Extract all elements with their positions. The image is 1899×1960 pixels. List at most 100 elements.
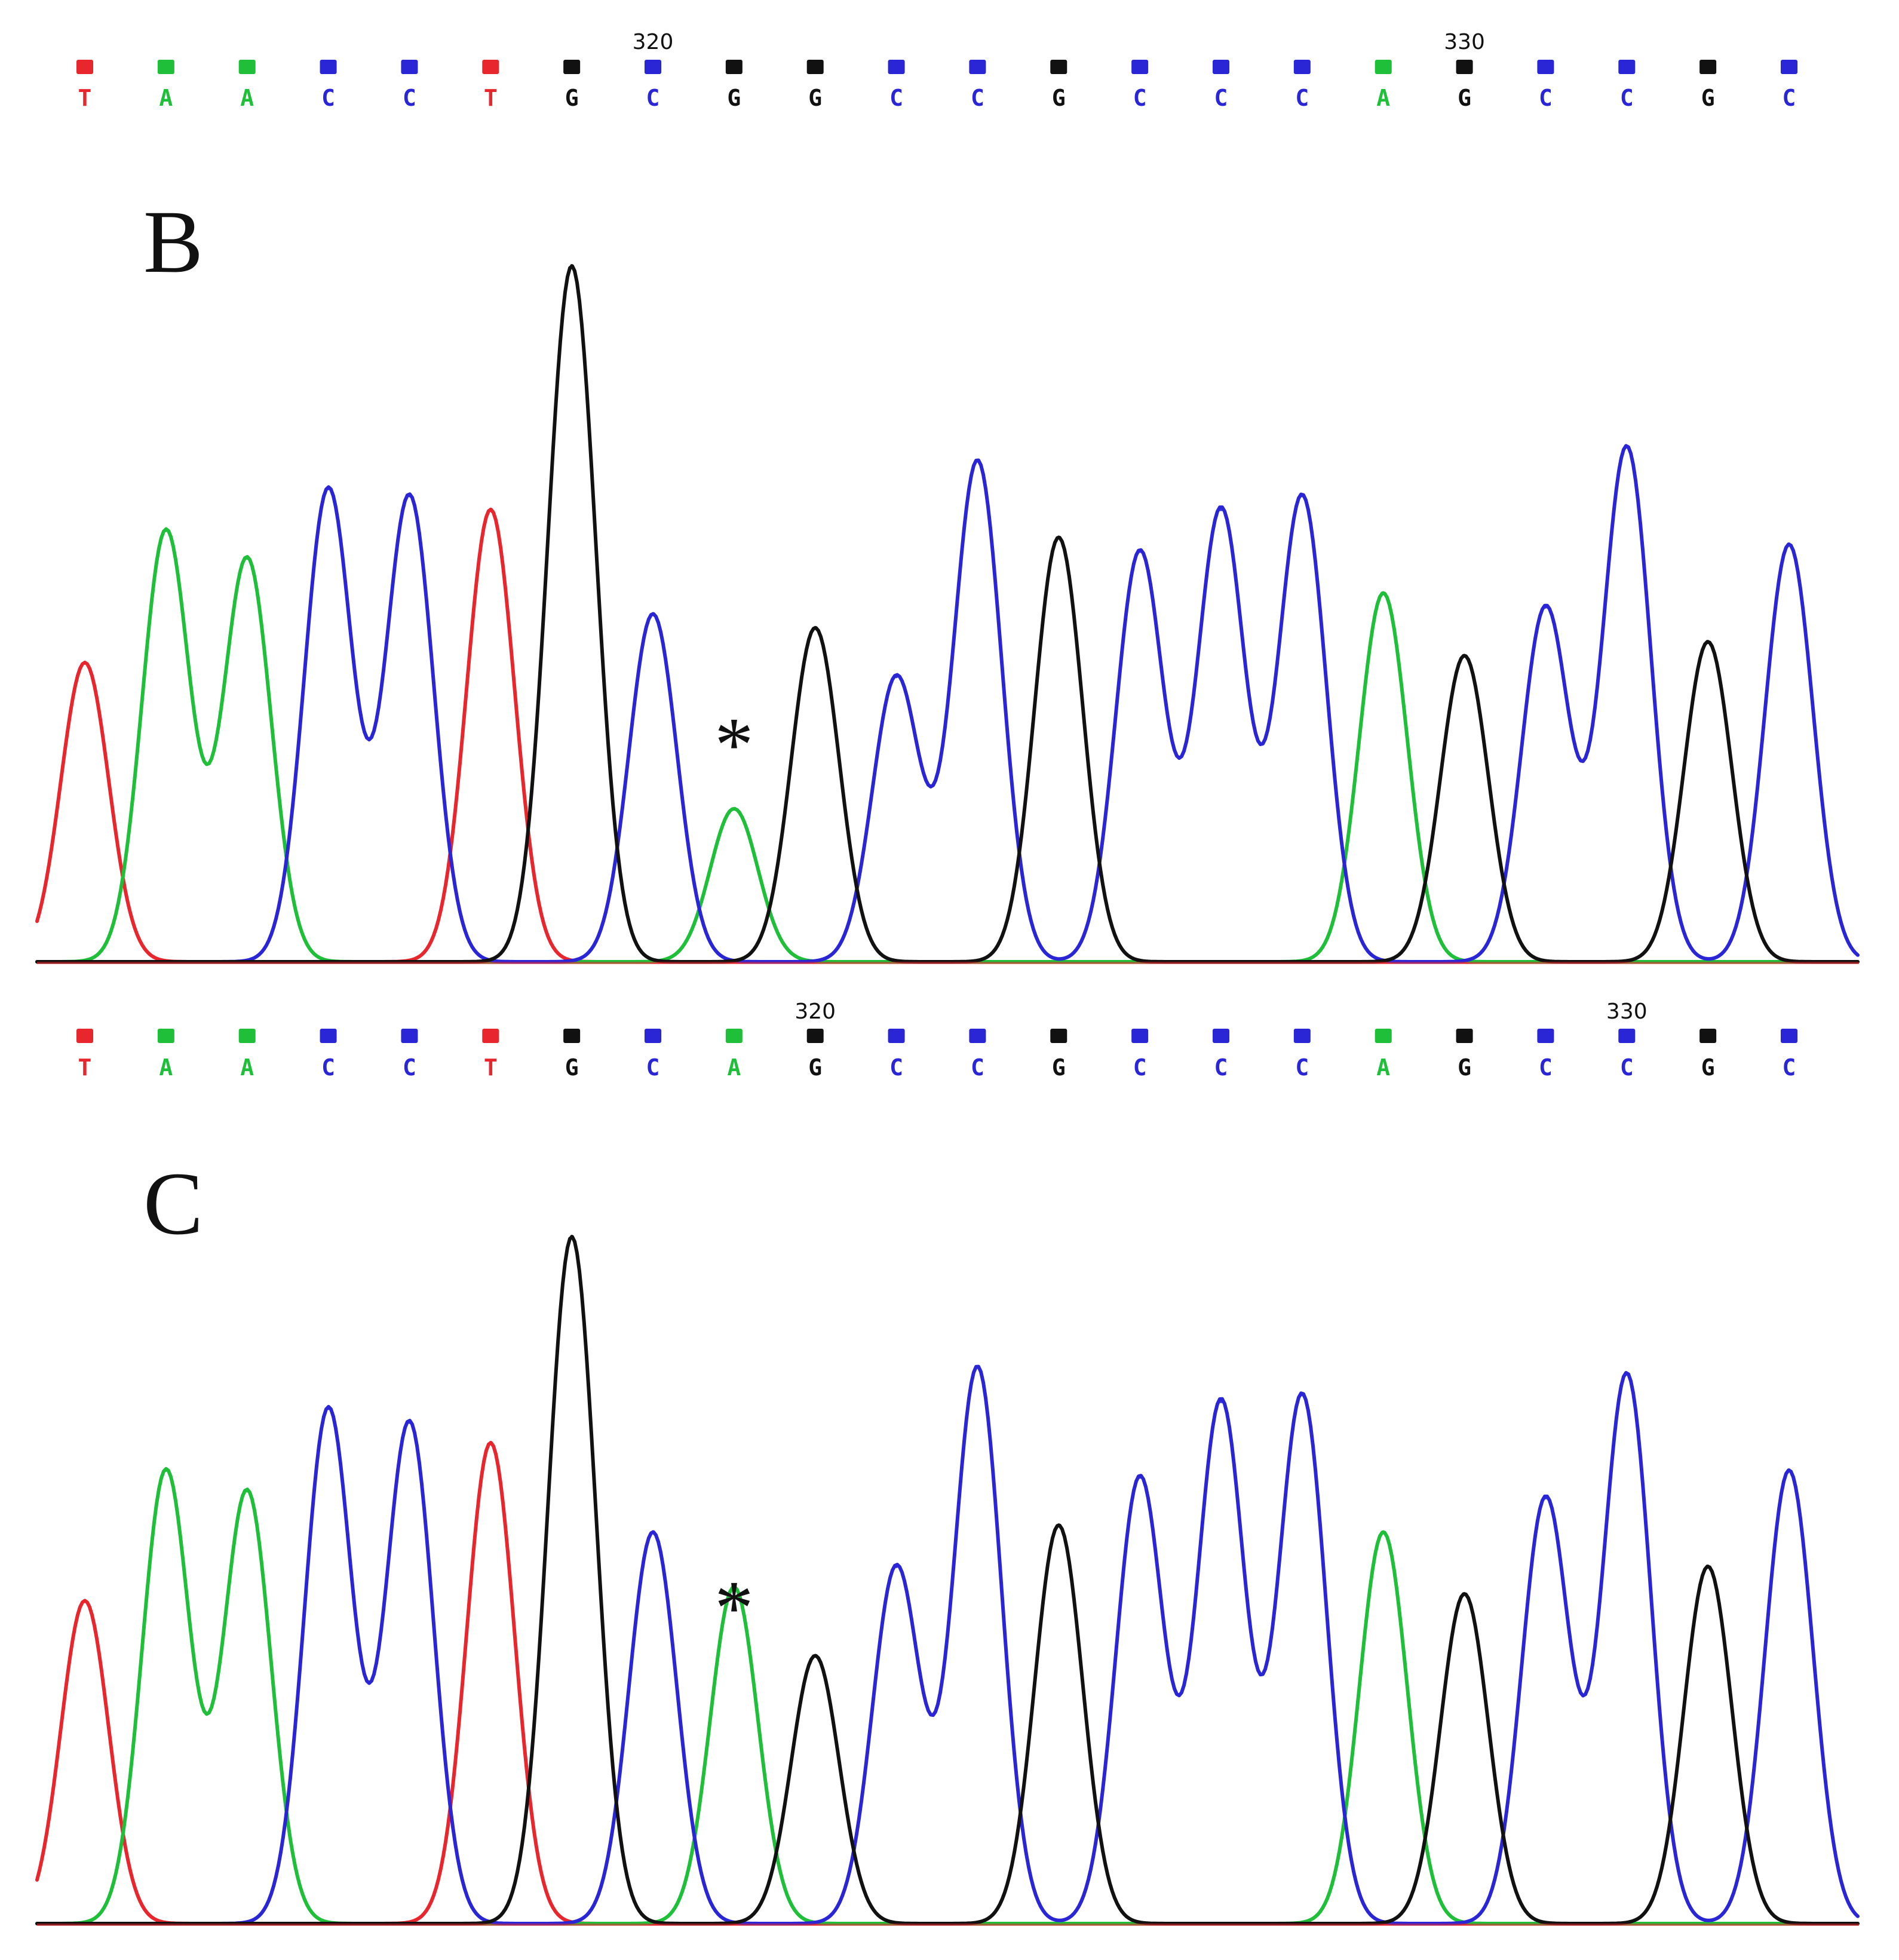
peak-mark xyxy=(326,1406,330,1410)
trace-group-b xyxy=(35,264,1860,964)
position-number-label: 320 xyxy=(633,30,674,54)
base-call-letter: C xyxy=(1620,1054,1634,1081)
peak-mark xyxy=(1381,1530,1385,1534)
base-call-square xyxy=(888,60,905,74)
peak-mark xyxy=(1300,1392,1304,1397)
base-call-letter: C xyxy=(1539,1054,1553,1081)
peak-mark xyxy=(651,612,655,616)
base-call-letter: C xyxy=(971,1054,984,1081)
base-call-letter: T xyxy=(78,85,92,111)
base-call-letter: C xyxy=(321,1054,335,1081)
peak-mark xyxy=(1219,1400,1223,1403)
base-call-letter: C xyxy=(1783,1054,1796,1081)
peak-mark xyxy=(1625,1372,1629,1376)
base-call-letter: C xyxy=(646,1054,660,1081)
peak-mark xyxy=(975,459,980,463)
peak-mark xyxy=(570,1235,574,1238)
base-call-square xyxy=(969,1029,986,1043)
base-call-letter: A xyxy=(1376,85,1390,111)
peak-mark xyxy=(1057,535,1061,539)
base-call-square xyxy=(1781,60,1797,74)
base-call-square xyxy=(401,60,418,74)
peak-mark xyxy=(1138,549,1142,553)
base-call-square xyxy=(1781,1029,1797,1043)
peak-mark xyxy=(813,1654,817,1658)
peak-mark xyxy=(1462,1592,1467,1596)
base-call-letter: A xyxy=(240,85,254,111)
peak-mark xyxy=(1787,1468,1791,1472)
base-call-square xyxy=(969,60,986,74)
base-call-square xyxy=(482,60,499,74)
base-call-square xyxy=(157,1029,174,1043)
base-call-square xyxy=(401,1029,418,1043)
base-call-letter: C xyxy=(889,85,903,111)
base-call-letter: C xyxy=(403,85,416,111)
base-call-square xyxy=(1456,1029,1473,1043)
trace-C xyxy=(35,444,1860,964)
base-call-square xyxy=(320,1029,337,1043)
panel-b-asterisk: * xyxy=(714,702,753,788)
base-call-square xyxy=(645,60,661,74)
base-call-letter: C xyxy=(1295,1054,1309,1081)
peak-mark xyxy=(245,556,249,560)
base-call-letter: A xyxy=(1376,1054,1390,1081)
trace-group-c xyxy=(35,1235,1860,1926)
peak-mark xyxy=(1462,654,1467,658)
position-number-label: 320 xyxy=(794,999,836,1024)
peak-mark xyxy=(1544,1496,1548,1499)
panel-c-asterisk: * xyxy=(714,1565,753,1651)
base-call-square xyxy=(725,60,743,74)
base-call-square xyxy=(1699,1029,1717,1043)
base-call-letter: C xyxy=(1783,85,1796,111)
base-call-letter: A xyxy=(159,1054,173,1081)
base-call-square xyxy=(157,60,174,74)
peak-mark xyxy=(407,493,412,498)
base-call-square xyxy=(1213,1029,1229,1043)
base-call-square xyxy=(806,1029,824,1043)
base-call-square xyxy=(1375,60,1392,74)
base-call-square xyxy=(645,1029,661,1043)
peak-mark xyxy=(975,1365,980,1369)
peak-mark xyxy=(651,1530,655,1534)
base-call-square xyxy=(238,1029,256,1043)
base-call-letter: A xyxy=(159,85,173,111)
peak-mark xyxy=(732,806,736,811)
base-call-letter: G xyxy=(565,85,579,111)
base-call-letter: C xyxy=(1295,85,1309,111)
peak-mark xyxy=(1219,507,1223,511)
base-call-letter: G xyxy=(808,1054,822,1081)
peak-mark xyxy=(813,625,817,630)
base-call-letter: C xyxy=(321,85,335,111)
base-call-letter: C xyxy=(971,85,984,111)
base-call-square xyxy=(1375,1029,1392,1043)
base-call-square xyxy=(1293,60,1311,74)
base-call-letter: C xyxy=(1133,85,1147,111)
base-call-letter: G xyxy=(1052,1054,1066,1081)
base-call-letter: A xyxy=(240,1054,254,1081)
base-call-row-b: T A A C C T G C G G C C G C C C A G C C G C 320 330 xyxy=(76,30,1797,111)
position-number-label: 330 xyxy=(1606,999,1648,1024)
base-call-letter: T xyxy=(78,1054,92,1081)
base-call-square xyxy=(1131,60,1149,74)
panel-b: T A A C C T G C G G C C G C C C A G C C G C 320 330 B * xyxy=(35,30,1860,964)
base-call-letter: T xyxy=(484,85,498,111)
base-call-square xyxy=(320,60,337,74)
peak-mark xyxy=(245,1489,249,1493)
panel-b-letter: B xyxy=(143,192,203,292)
peak-mark xyxy=(83,1599,87,1603)
base-call-square xyxy=(1050,1029,1067,1043)
base-call-square xyxy=(1699,60,1717,74)
peak-mark xyxy=(489,507,493,511)
base-call-square xyxy=(1537,1029,1554,1043)
peak-mark xyxy=(894,1565,898,1568)
peak-mark xyxy=(164,1468,168,1472)
trace-C xyxy=(35,1364,1860,1925)
base-call-square xyxy=(1618,1029,1636,1043)
panel-c: T A A C C T G C A G C C G C C C A G C C G C 320 330 C * xyxy=(35,999,1860,1926)
base-call-square xyxy=(1618,60,1636,74)
base-call-letter: C xyxy=(1539,85,1553,111)
base-call-letter: T xyxy=(484,1054,498,1081)
base-call-letter: G xyxy=(1701,85,1715,111)
base-call-letter: G xyxy=(1701,1054,1715,1081)
peak-mark xyxy=(1057,1523,1061,1527)
